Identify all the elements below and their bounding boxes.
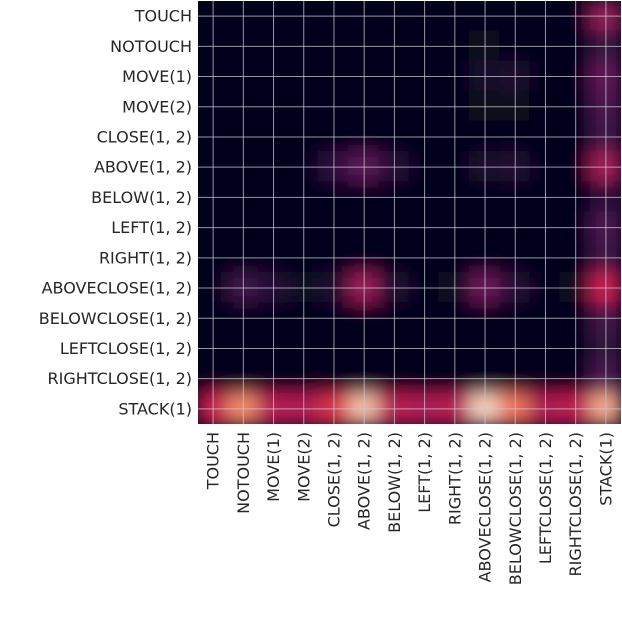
y-tick-label: STACK(1) (118, 399, 192, 418)
y-tick-label: ABOVE(1, 2) (94, 158, 192, 177)
cells-layer (198, 1, 621, 424)
x-tick-label: BELOW(1, 2) (385, 432, 404, 533)
x-tick-label: LEFT(1, 2) (415, 432, 434, 513)
plot-area (198, 1, 621, 424)
x-tick-label: TOUCH (204, 432, 223, 490)
x-tick-label: ABOVE(1, 2) (355, 432, 374, 530)
y-tick-label: CLOSE(1, 2) (97, 127, 192, 146)
x-tick-label: BELOWCLOSE(1, 2) (506, 432, 525, 585)
y-tick-label: BELOWCLOSE(1, 2) (39, 309, 192, 328)
x-tick-label: LEFTCLOSE(1, 2) (536, 432, 555, 564)
y-tick-label: TOUCH (134, 7, 192, 26)
x-tick-labels: TOUCH NOTOUCH MOVE(1) MOVE(2) CLOSE(1, 2) ABO… (204, 432, 616, 585)
gridlines (198, 1, 621, 424)
y-tick-label: MOVE(1) (122, 67, 192, 86)
x-tick-label: NOTOUCH (234, 432, 253, 514)
x-tick-label: CLOSE(1, 2) (324, 432, 343, 527)
y-tick-label: RIGHT(1, 2) (99, 248, 192, 267)
x-tick-label: RIGHT(1, 2) (445, 432, 464, 525)
y-tick-labels: TOUCH NOTOUCH MOVE(1) MOVE(2) CLOSE(1, 2) ABO… (39, 7, 192, 419)
x-tick-label: STACK(1) (596, 432, 615, 506)
y-tick-label: NOTOUCH (110, 37, 192, 56)
x-tick-label: MOVE(2) (294, 432, 313, 502)
y-tick-label: LEFT(1, 2) (111, 218, 192, 237)
y-tick-label: ABOVECLOSE(1, 2) (42, 279, 192, 298)
x-tick-label: RIGHTCLOSE(1, 2) (566, 432, 585, 577)
x-tick-label: MOVE(1) (264, 432, 283, 502)
y-tick-label: RIGHTCLOSE(1, 2) (48, 369, 193, 388)
x-tick-label: ABOVECLOSE(1, 2) (476, 432, 495, 582)
y-tick-label: BELOW(1, 2) (91, 188, 192, 207)
y-tick-label: MOVE(2) (122, 97, 192, 116)
y-tick-label: LEFTCLOSE(1, 2) (60, 339, 192, 358)
